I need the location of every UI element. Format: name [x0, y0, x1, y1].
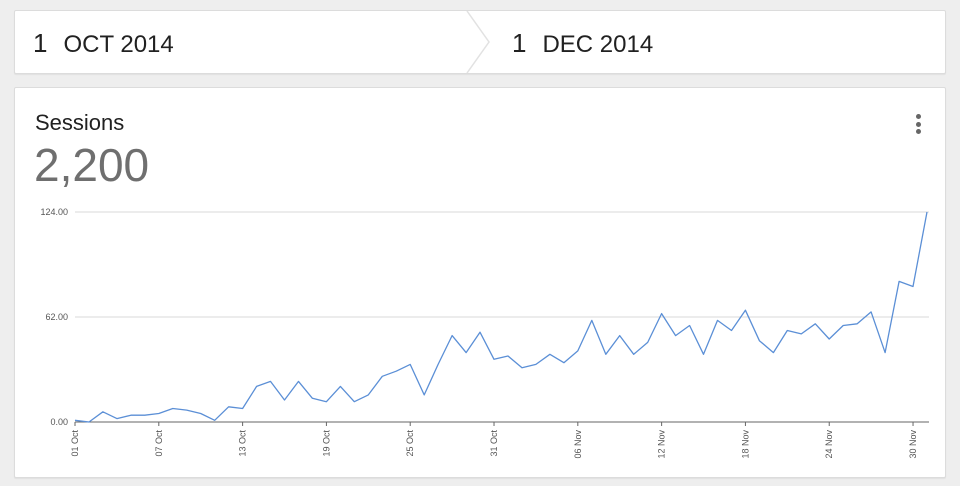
data-point — [842, 324, 845, 327]
data-point — [744, 309, 747, 312]
data-point — [911, 285, 914, 288]
data-point — [478, 331, 481, 334]
data-point — [464, 351, 467, 354]
y-tick-label: 62.00 — [45, 312, 68, 322]
data-point — [883, 351, 886, 354]
data-point — [562, 361, 565, 364]
data-point — [870, 310, 873, 313]
data-point — [255, 385, 258, 388]
data-point — [688, 324, 691, 327]
data-point — [283, 398, 286, 401]
data-point — [157, 412, 160, 415]
data-point — [716, 319, 719, 322]
x-tick-label: 19 Oct — [321, 430, 331, 457]
data-point — [129, 414, 132, 417]
x-tick-label: 06 Nov — [573, 430, 583, 459]
data-point — [590, 319, 593, 322]
x-tick-label: 18 Nov — [740, 430, 750, 459]
start-month-year: OCT 2014 — [63, 31, 174, 58]
data-point — [367, 393, 370, 396]
x-tick-label: 13 Oct — [238, 430, 248, 457]
data-point — [325, 400, 328, 403]
chevron-right-icon — [466, 11, 490, 73]
metric-value: 2,200 — [34, 139, 150, 191]
data-point — [339, 385, 342, 388]
end-month-year: DEC 2014 — [542, 31, 654, 58]
data-point — [492, 358, 495, 361]
x-tick-label: 30 Nov — [908, 430, 918, 459]
data-point — [115, 417, 118, 420]
data-point — [576, 349, 579, 352]
data-point — [674, 334, 677, 337]
data-point — [269, 380, 272, 383]
metric-title: Sessions — [35, 110, 125, 135]
x-tick-label: 01 Oct — [70, 430, 80, 457]
data-point — [506, 354, 509, 357]
end-day: 1 — [512, 28, 527, 58]
data-point — [618, 334, 621, 337]
data-point — [87, 420, 90, 423]
data-point — [828, 337, 831, 340]
data-point — [437, 363, 440, 366]
x-tick-label: 31 Oct — [489, 430, 499, 457]
end-date[interactable]: 1 DEC 2014 — [512, 28, 653, 60]
data-point — [199, 412, 202, 415]
data-point — [786, 329, 789, 332]
data-point — [800, 332, 803, 335]
data-point — [702, 353, 705, 356]
data-point — [534, 363, 537, 366]
data-point — [311, 397, 314, 400]
data-point — [297, 380, 300, 383]
data-point — [772, 351, 775, 354]
data-point — [548, 353, 551, 356]
sessions-series-line — [74, 211, 928, 423]
x-tick-label: 24 Nov — [824, 430, 834, 459]
data-point — [758, 339, 761, 342]
data-point — [171, 407, 174, 410]
data-point — [604, 353, 607, 356]
data-point — [73, 419, 76, 422]
data-point — [632, 353, 635, 356]
data-point — [646, 341, 649, 344]
date-range-bar: 1 OCT 2014 1 DEC 2014 — [14, 10, 946, 74]
data-point — [227, 405, 230, 408]
sessions-line-chart: 0.00 62.00 124.00 01 Oct 07 Oct 13 Oct 19 Oct 2… — [40, 207, 929, 459]
data-point — [520, 366, 523, 369]
y-tick-label: 0.00 — [50, 417, 68, 427]
data-point — [241, 407, 244, 410]
start-day: 1 — [33, 28, 48, 58]
more-vert-icon[interactable] — [913, 114, 923, 136]
data-point — [353, 400, 356, 403]
x-tick-label: 12 Nov — [657, 430, 667, 459]
data-point — [897, 280, 900, 283]
sessions-card: Sessions 2,200 0.00 62.00 124.00 01 Oct 07 O… — [14, 87, 946, 478]
data-point — [143, 414, 146, 417]
data-point — [660, 312, 663, 315]
data-point — [423, 393, 426, 396]
y-tick-label: 124.00 — [40, 207, 68, 217]
data-point — [395, 370, 398, 373]
data-point — [451, 334, 454, 337]
data-point — [213, 419, 216, 422]
data-point — [101, 410, 104, 413]
data-point — [381, 375, 384, 378]
data-point — [409, 363, 412, 366]
x-tick-label: 07 Oct — [154, 430, 164, 457]
data-point — [856, 322, 859, 325]
data-point — [730, 329, 733, 332]
start-date[interactable]: 1 OCT 2014 — [33, 28, 174, 60]
data-point — [925, 210, 928, 213]
x-tick-label: 25 Oct — [405, 430, 415, 457]
data-point — [814, 322, 817, 325]
data-point — [185, 409, 188, 412]
